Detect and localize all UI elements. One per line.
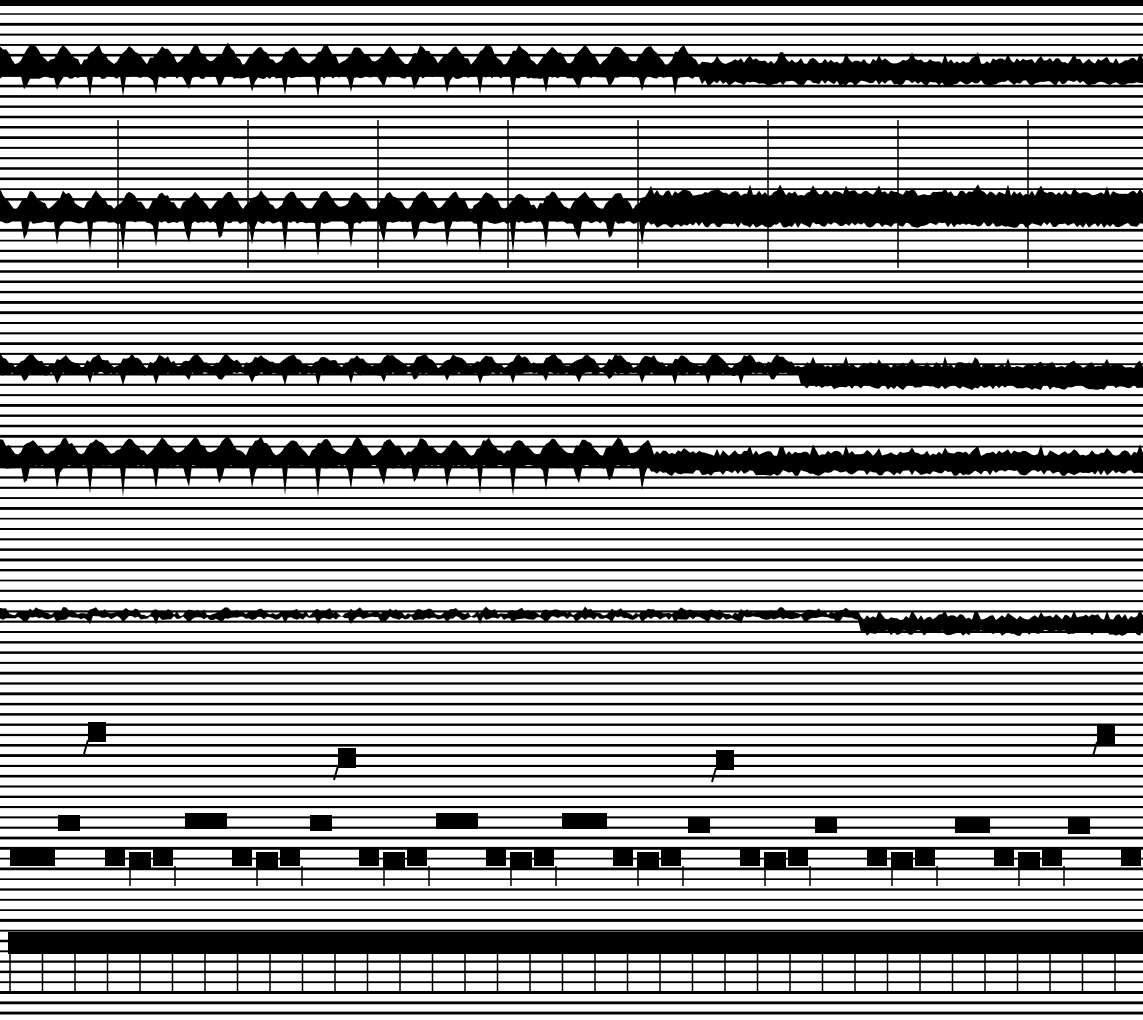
block [867,848,887,866]
block [105,848,125,866]
block [1068,818,1090,834]
block [383,852,405,870]
background [0,0,1143,1020]
block [407,848,427,866]
block [613,848,633,866]
recording [0,0,1143,1020]
block [688,817,710,833]
block [562,813,607,829]
block [764,852,786,870]
block [788,848,808,866]
block [486,848,506,866]
block [1042,848,1062,866]
block [534,848,554,866]
block [815,817,837,833]
block [740,848,760,866]
event-blob [88,722,106,742]
event-blob [1097,724,1115,744]
event-blob [338,748,356,768]
block [915,848,935,866]
bottom-band [8,932,1143,954]
page: (() => { JSON.parse(document.getElementB… [0,0,1143,1020]
block [185,813,227,829]
block [637,852,659,870]
block [359,848,379,866]
block [10,848,55,866]
top-border [0,0,1143,6]
block [310,815,332,831]
block [1018,852,1040,870]
block [955,817,990,833]
block [153,848,173,866]
block [280,848,300,866]
block [661,848,681,866]
block [129,852,151,870]
block [510,852,532,870]
block [891,852,913,870]
block [436,813,478,829]
block [58,815,80,831]
block [994,848,1014,866]
block [256,852,278,870]
block [1121,848,1141,866]
event-blob [716,750,734,770]
block [232,848,252,866]
